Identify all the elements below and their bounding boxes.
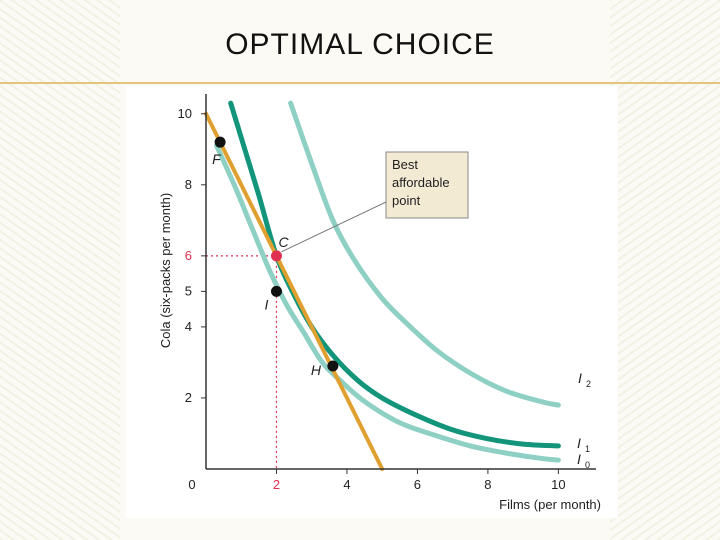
- guide-lines-layer: [206, 255, 278, 469]
- curve-label-i0: I: [577, 451, 581, 467]
- points-layer: [214, 136, 339, 372]
- y-tick-label: 10: [178, 106, 192, 121]
- point-f: [214, 136, 226, 148]
- y-tick-label: 4: [185, 319, 192, 334]
- slide-title: OPTIMAL CHOICE: [225, 28, 495, 61]
- y-tick-label: 8: [185, 177, 192, 192]
- annotation-layer: Best affordable point: [281, 151, 469, 253]
- indifference-curve-i2: [288, 100, 561, 408]
- axes-layer: [205, 94, 596, 470]
- curves-layer: [204, 100, 561, 471]
- x-tick-label: 10: [551, 477, 565, 492]
- point-label-c: C: [278, 234, 289, 250]
- x-tick-label: 2: [273, 477, 280, 492]
- slide-background-pattern-right: [610, 0, 720, 540]
- chart-figure: 0 2 4 6 8 10 2 4 5 6 8 10 Films (per month) Cola (si…: [126, 86, 618, 518]
- title-divider: [0, 82, 720, 84]
- y-axis-label: Cola (six-packs per month): [158, 193, 173, 348]
- x-axis-label: Films (per month): [499, 497, 601, 512]
- y-tick-label: 6: [185, 248, 192, 263]
- point-label-i: I: [264, 296, 268, 312]
- point-c: [270, 250, 282, 262]
- y-tick-label: 2: [185, 390, 192, 405]
- labels-layer: Films (per month) Cola (six-packs per mon…: [158, 151, 601, 512]
- curve-label-subscript-i1: 1: [585, 444, 590, 454]
- annotation-text-line: Best: [392, 157, 418, 172]
- curve-label-subscript-i0: 0: [585, 460, 590, 470]
- annotation-text-line: point: [392, 193, 421, 208]
- annotation-leader-line: [281, 201, 387, 253]
- annotation-text-line: affordable: [392, 175, 450, 190]
- curve-label-i1: I: [577, 435, 581, 451]
- point-h: [327, 360, 339, 372]
- curve-label-subscript-i2: 2: [586, 379, 591, 389]
- x-tick-label: 6: [414, 477, 421, 492]
- point-label-f: F: [212, 151, 222, 167]
- ticks-layer: 0 2 4 6 8 10 2 4 5 6 8 10: [178, 106, 566, 492]
- x-tick-label: 0: [188, 477, 195, 492]
- y-tick-label: 5: [185, 283, 192, 298]
- x-tick-label: 4: [343, 477, 350, 492]
- point-label-h: H: [311, 362, 322, 378]
- indifference-curve-i1: [228, 100, 561, 449]
- annotation-box: [385, 151, 469, 219]
- x-tick-label: 8: [484, 477, 491, 492]
- slide-background-pattern-left: [0, 0, 120, 540]
- budget-line: [204, 111, 385, 471]
- point-i: [270, 285, 282, 297]
- curve-label-i2: I: [578, 370, 582, 386]
